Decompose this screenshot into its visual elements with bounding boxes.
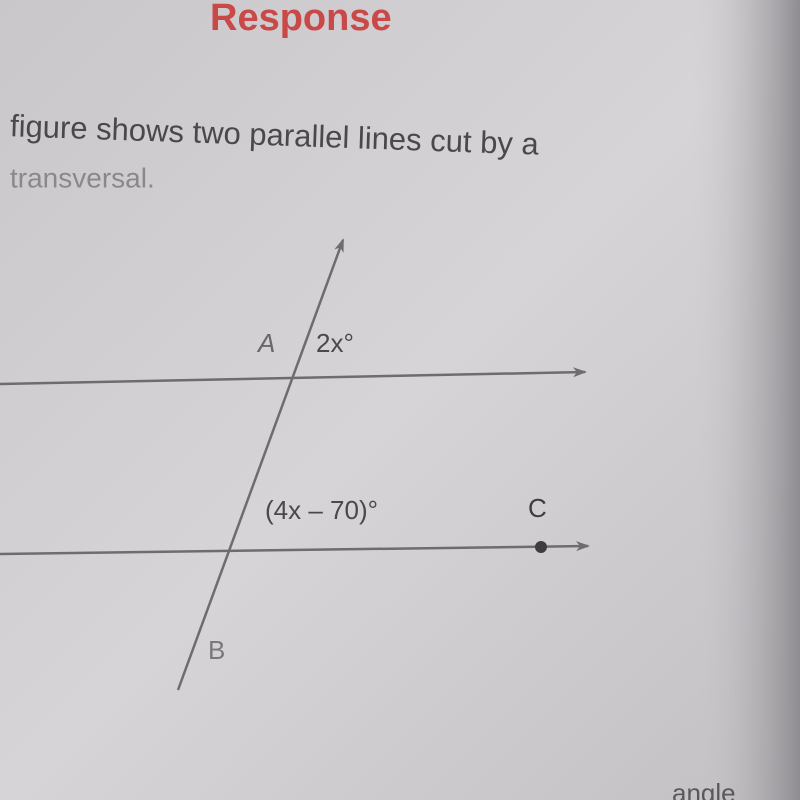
footer-fragment: angle bbox=[672, 778, 736, 800]
section-title: Response bbox=[210, 0, 392, 39]
point-c-dot bbox=[535, 541, 547, 553]
parallel-line bbox=[0, 541, 590, 556]
prompt-line: transversal. bbox=[10, 162, 155, 193]
page-edge bbox=[690, 0, 800, 800]
point-label: A bbox=[256, 328, 275, 358]
angle-label: (4x – 70)° bbox=[265, 495, 378, 525]
point-label: B bbox=[208, 635, 225, 665]
transversal bbox=[176, 238, 345, 691]
point-label: C bbox=[528, 493, 547, 523]
angle-label: 2x° bbox=[316, 328, 354, 358]
